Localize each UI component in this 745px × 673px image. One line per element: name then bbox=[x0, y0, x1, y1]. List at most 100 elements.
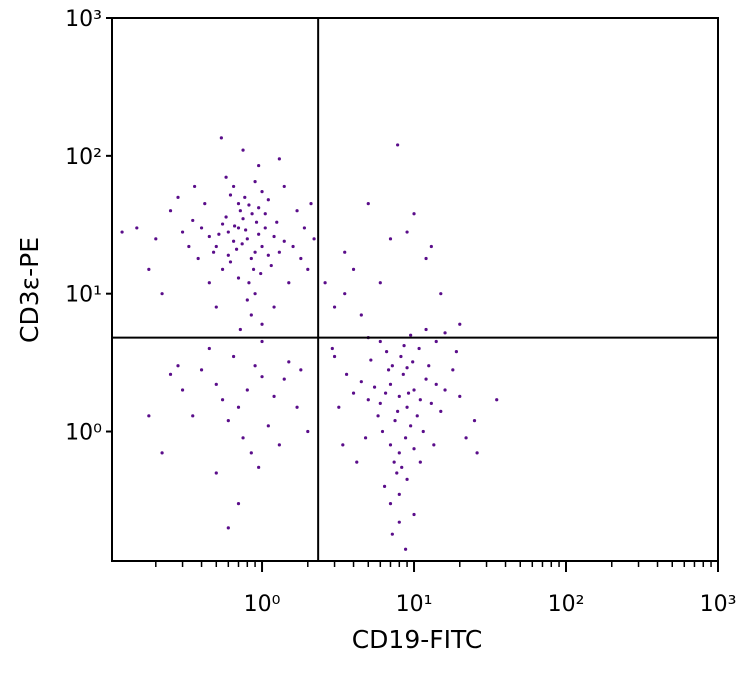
event-dot bbox=[383, 391, 388, 395]
event-dot bbox=[257, 206, 261, 210]
event-dot bbox=[226, 230, 230, 234]
event-dot bbox=[233, 224, 237, 228]
event-dot bbox=[309, 202, 313, 206]
event-dot bbox=[454, 350, 458, 354]
event-dot bbox=[224, 175, 228, 179]
event-dot bbox=[343, 250, 347, 254]
event-dot bbox=[403, 547, 408, 551]
event-dot bbox=[302, 226, 307, 230]
event-dot bbox=[458, 322, 462, 326]
event-dot bbox=[386, 368, 391, 372]
event-dot bbox=[257, 465, 261, 469]
event-dot bbox=[219, 136, 223, 140]
event-dot bbox=[220, 398, 225, 402]
event-dot bbox=[402, 344, 406, 348]
event-dot bbox=[282, 377, 286, 381]
y-tick-label: 10² bbox=[65, 145, 102, 170]
event-dot bbox=[236, 405, 241, 409]
event-dot bbox=[160, 451, 164, 455]
event-dot bbox=[424, 256, 428, 261]
event-dot bbox=[397, 520, 401, 524]
event-dot bbox=[120, 230, 124, 234]
event-dot bbox=[399, 354, 403, 359]
event-dot bbox=[232, 354, 236, 359]
event-dot bbox=[359, 380, 363, 384]
event-dot bbox=[443, 331, 447, 335]
event-dot bbox=[191, 218, 195, 223]
event-dot bbox=[168, 209, 173, 213]
event-dot bbox=[388, 382, 393, 386]
event-dot bbox=[203, 202, 207, 206]
event-dot bbox=[245, 388, 249, 392]
event-dot bbox=[199, 368, 204, 372]
event-dot bbox=[405, 230, 409, 234]
event-dot bbox=[147, 267, 151, 272]
event-dot bbox=[397, 451, 401, 455]
event-dot bbox=[245, 298, 249, 302]
event-dot bbox=[332, 354, 337, 359]
event-dot bbox=[251, 267, 256, 272]
event-dot bbox=[243, 195, 247, 199]
x-tick-label: 10⁰ bbox=[244, 592, 281, 617]
event-dot bbox=[180, 388, 185, 392]
event-dot bbox=[388, 237, 393, 241]
event-dot bbox=[236, 276, 241, 280]
x-tick-label: 10¹ bbox=[396, 592, 433, 617]
event-dot bbox=[226, 253, 230, 257]
event-dot bbox=[220, 222, 225, 226]
event-dot bbox=[388, 501, 393, 506]
event-dot bbox=[405, 405, 409, 409]
event-dot bbox=[277, 443, 281, 447]
event-dot bbox=[429, 244, 433, 249]
event-dot bbox=[207, 234, 211, 239]
event-dot bbox=[439, 292, 443, 296]
event-dot bbox=[275, 220, 279, 224]
event-dot bbox=[253, 292, 257, 296]
event-dot bbox=[299, 368, 303, 372]
event-dot bbox=[253, 250, 257, 254]
event-dot bbox=[266, 424, 270, 428]
event-dot bbox=[380, 429, 385, 434]
event-dot bbox=[427, 364, 431, 368]
event-dot bbox=[306, 429, 310, 434]
event-dot bbox=[241, 217, 245, 221]
event-dot bbox=[395, 471, 399, 475]
event-dot bbox=[238, 209, 242, 213]
event-dot bbox=[232, 184, 236, 189]
event-dot bbox=[247, 203, 251, 207]
event-dot bbox=[176, 195, 180, 199]
event-dot bbox=[254, 220, 259, 224]
event-dot bbox=[272, 394, 276, 398]
event-dot bbox=[214, 471, 218, 475]
event-dot bbox=[355, 460, 359, 464]
event-dot bbox=[458, 394, 462, 398]
event-dot bbox=[260, 244, 264, 249]
event-dot bbox=[260, 190, 264, 194]
event-dot bbox=[421, 429, 425, 434]
event-dot bbox=[176, 364, 180, 368]
event-dot bbox=[295, 209, 299, 213]
event-dot bbox=[249, 451, 253, 455]
event-dot bbox=[396, 409, 400, 413]
event-dot bbox=[154, 237, 158, 241]
event-dot bbox=[392, 460, 396, 464]
event-dot bbox=[409, 333, 413, 337]
event-dot bbox=[287, 360, 291, 364]
event-dot bbox=[260, 375, 264, 379]
event-dot bbox=[475, 451, 479, 455]
event-dot bbox=[245, 237, 249, 241]
event-dot bbox=[439, 409, 443, 413]
event-dot bbox=[241, 436, 245, 440]
event-dot bbox=[330, 346, 334, 351]
event-dot bbox=[260, 339, 264, 344]
event-dot bbox=[253, 364, 257, 368]
event-dot bbox=[295, 405, 299, 409]
x-axis-title: CD19-FITC bbox=[352, 625, 483, 654]
event-dot bbox=[226, 419, 230, 423]
event-dot bbox=[211, 250, 216, 254]
event-dot bbox=[269, 263, 273, 268]
event-dot bbox=[187, 244, 191, 249]
event-dot bbox=[418, 398, 422, 402]
event-dot bbox=[384, 350, 389, 354]
event-dot bbox=[160, 292, 164, 296]
